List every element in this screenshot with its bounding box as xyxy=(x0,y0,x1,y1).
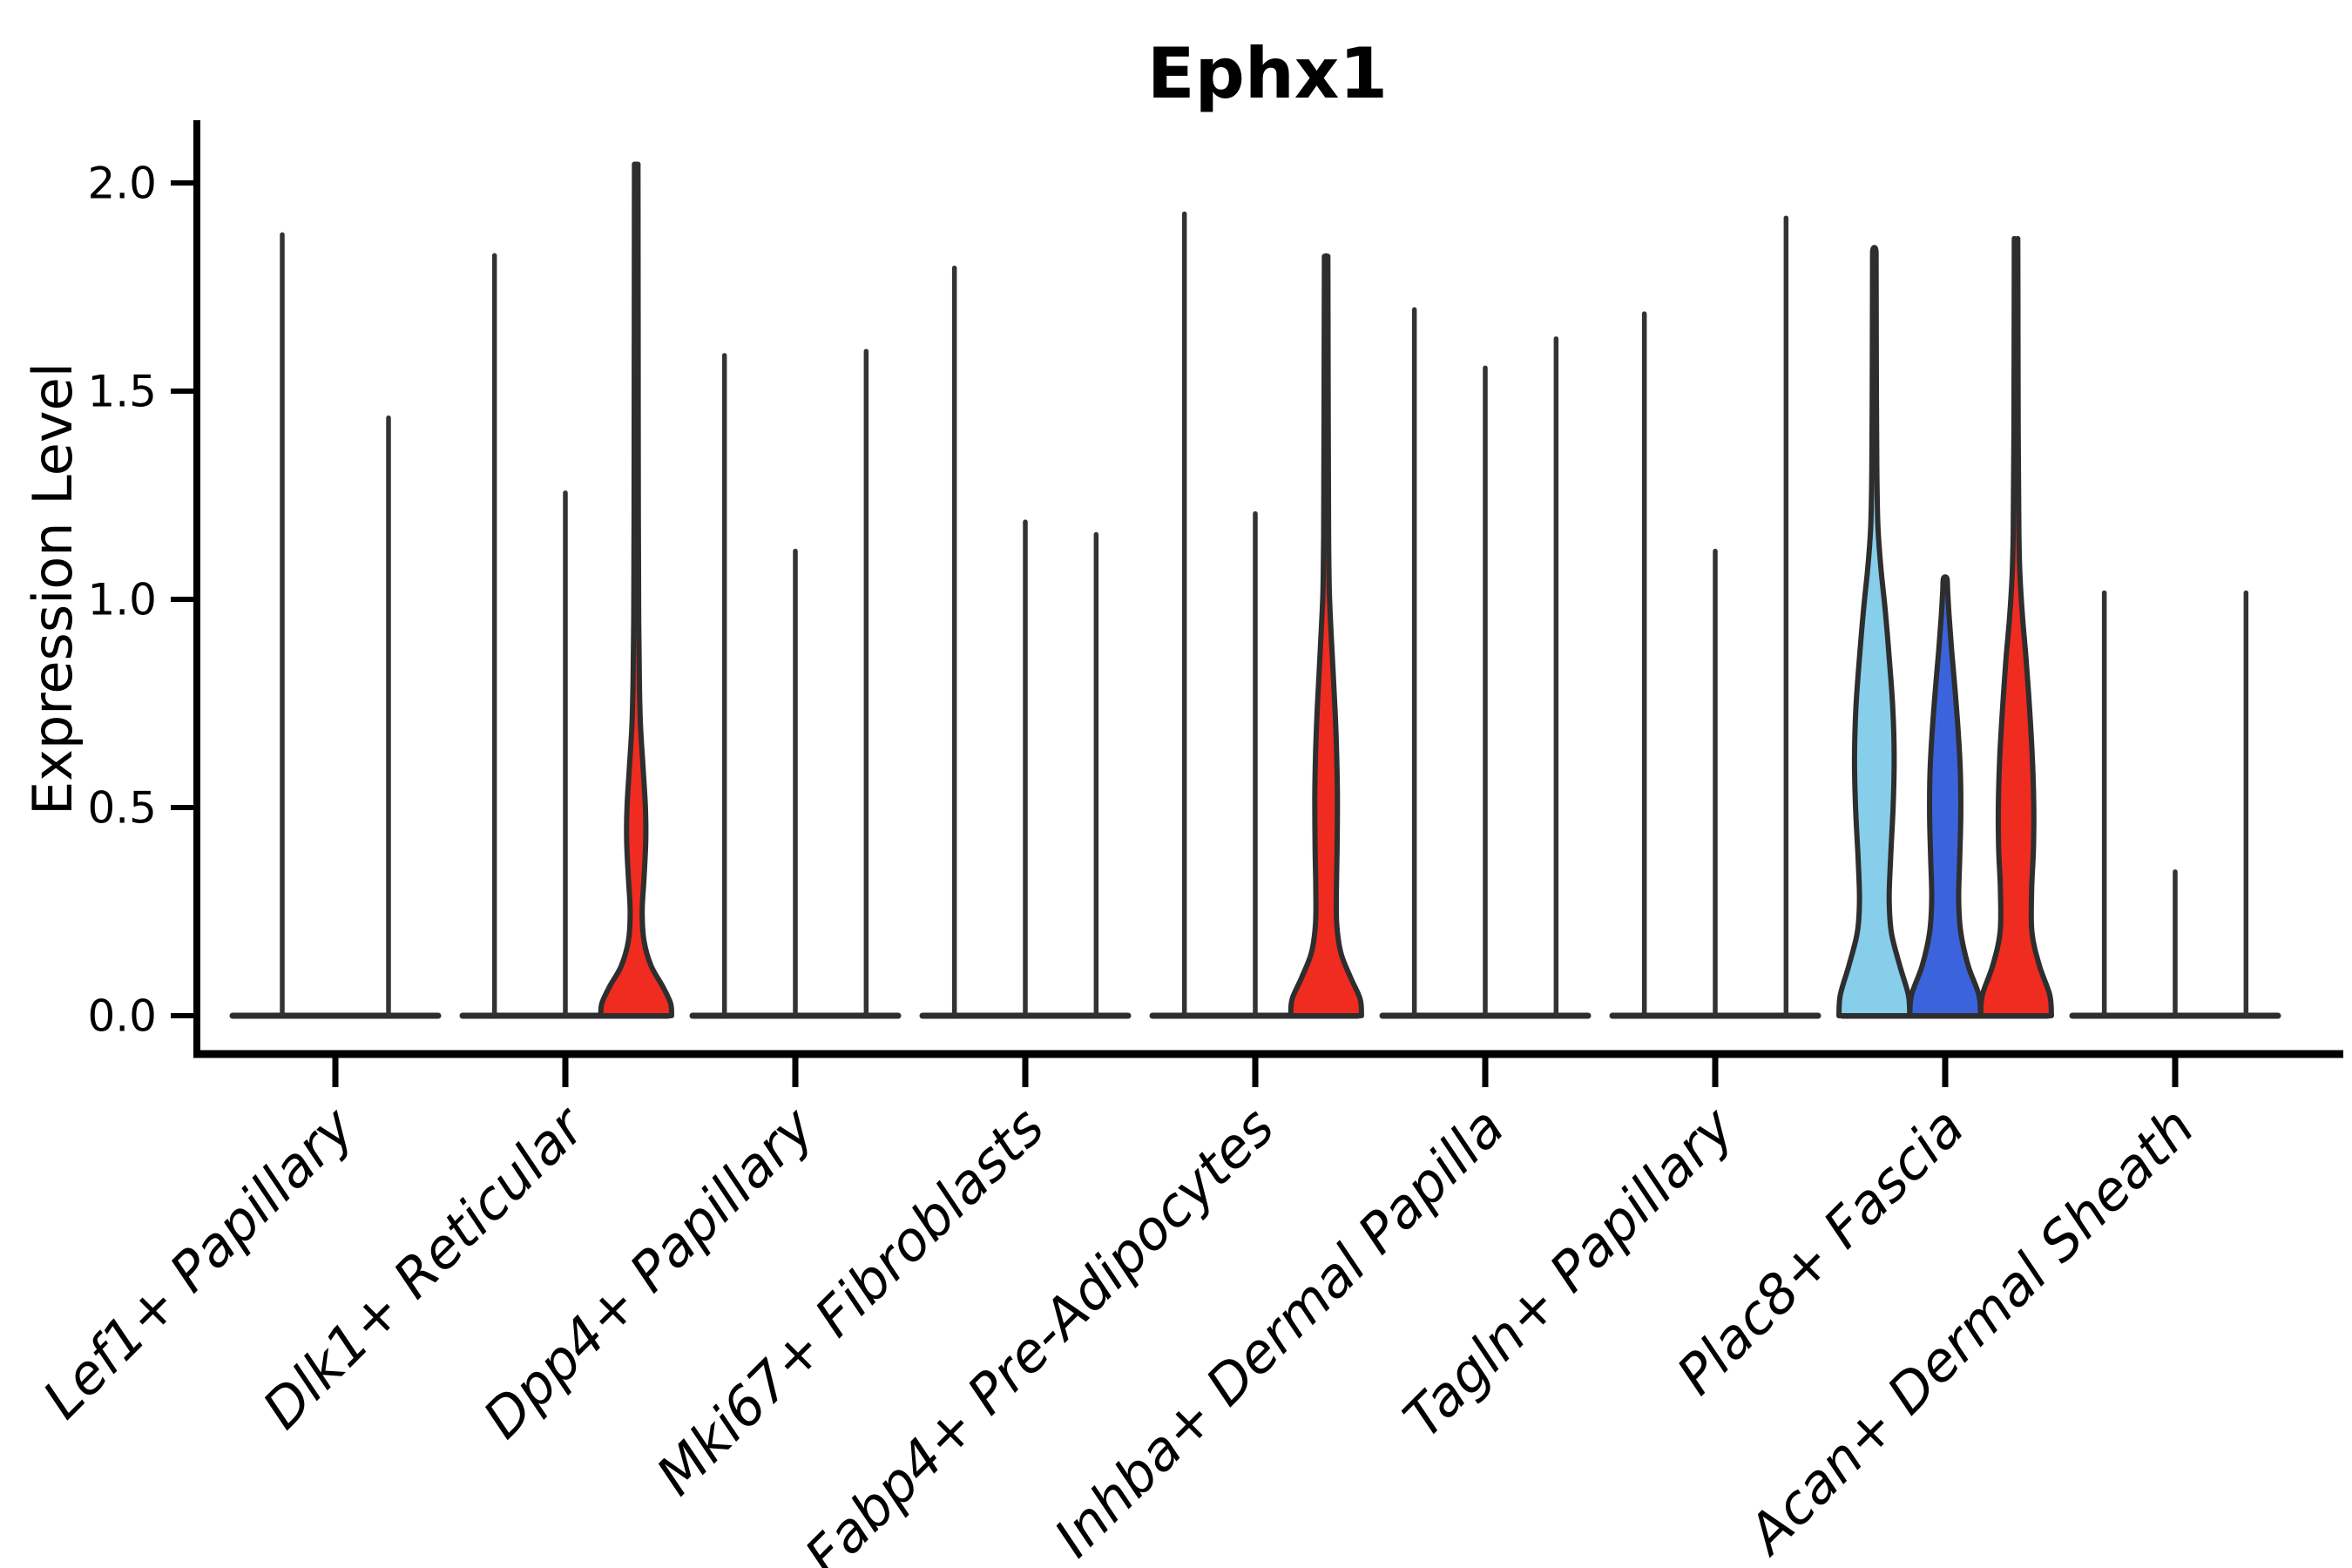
y-tick-label: 1.5 xyxy=(87,367,157,417)
violin-body xyxy=(1288,253,1364,1018)
y-axis-ticks: 0.0 0.5 1.0 1.5 2.0 xyxy=(87,159,197,1042)
chart-title: Ephx1 xyxy=(1147,33,1388,114)
y-tick-label: 0.0 xyxy=(87,991,157,1042)
violins xyxy=(229,161,2281,1019)
x-tick-label: Mki67+ Fibroblasts xyxy=(644,1095,1056,1507)
axes-spines xyxy=(193,120,2343,1058)
violin-group xyxy=(229,232,442,1019)
y-axis-label: Expression Level xyxy=(21,362,84,815)
x-tick-label: Acan+ Dermal Sheath xyxy=(1734,1095,2207,1568)
violin-body xyxy=(1977,235,2054,1018)
violin-body xyxy=(1907,574,1984,1018)
violin-group xyxy=(1379,307,1592,1019)
violin-group xyxy=(459,161,674,1019)
x-tick-label: Inhba+ Dermal Papilla xyxy=(1042,1095,1516,1568)
violin-body xyxy=(1836,245,1913,1018)
violin-group xyxy=(1609,215,1821,1019)
violin-group xyxy=(1149,211,1364,1019)
violin-body xyxy=(598,161,674,1018)
x-tick-label: Fabp4+ Pre-Adipocytes xyxy=(793,1095,1287,1568)
violin-group xyxy=(689,348,902,1019)
y-tick-label: 2.0 xyxy=(87,159,157,209)
y-tick-label: 1.0 xyxy=(87,575,157,625)
violin-group xyxy=(2069,590,2281,1019)
violin-group xyxy=(1836,235,2054,1019)
y-tick-label: 0.5 xyxy=(87,783,157,834)
violin-group xyxy=(919,265,1132,1019)
